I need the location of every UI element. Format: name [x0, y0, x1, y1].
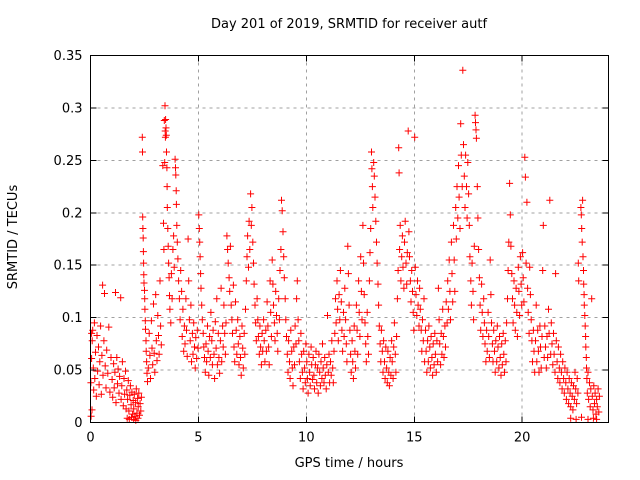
plot-border — [90, 55, 609, 423]
y-tick-label: 0.3 — [62, 101, 83, 116]
x-tick-label: 10 — [298, 431, 315, 446]
x-axis-label: GPS time / hours — [294, 456, 404, 471]
y-tick-label: 0.25 — [54, 154, 83, 169]
x-tick-label: 20 — [514, 431, 531, 446]
y-tick-label: 0.2 — [62, 206, 83, 221]
y-tick-label: 0.05 — [54, 364, 83, 379]
x-tick-label: 0 — [86, 431, 94, 446]
y-axis-label: SRMTID / TECUs — [6, 184, 21, 290]
y-tick-label: 0.1 — [62, 311, 83, 326]
y-tick-label: 0.15 — [54, 259, 83, 274]
y-tick-label: 0.35 — [54, 49, 83, 64]
x-tick-label: 15 — [406, 431, 423, 446]
x-tick-label: 5 — [194, 431, 202, 446]
y-tick-label: 0 — [74, 416, 82, 431]
chart-title: Day 201 of 2019, SRMTID for receiver aut… — [210, 17, 488, 32]
